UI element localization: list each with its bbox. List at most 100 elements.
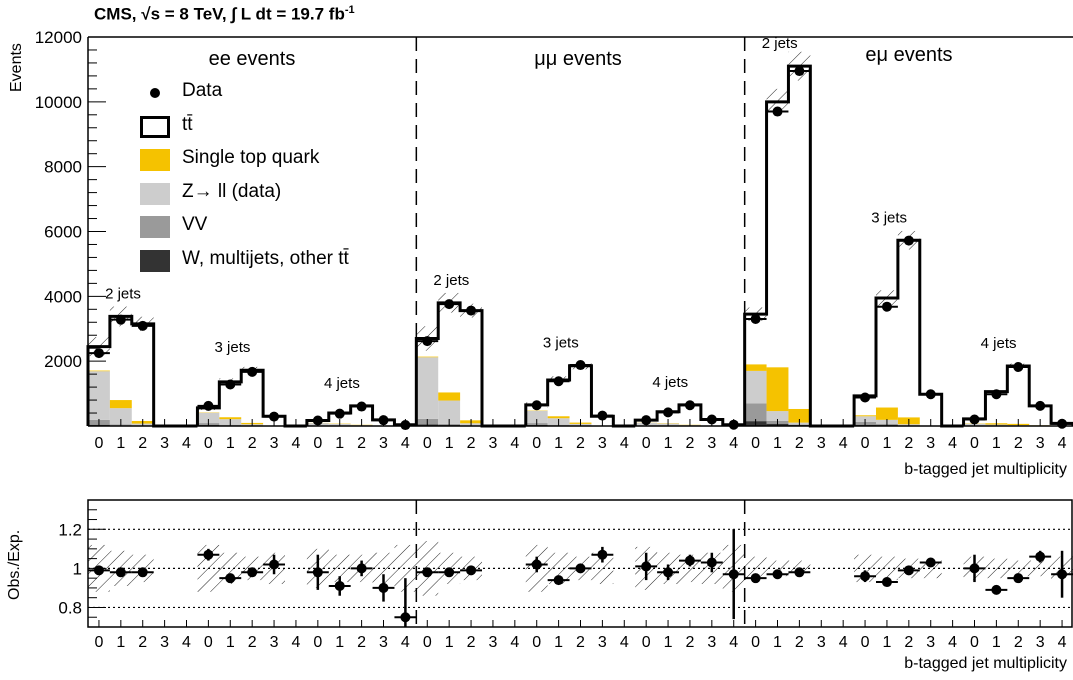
x-tick-label: 3: [926, 435, 935, 452]
main-panel: 2 jets 3 jets 4 jets 2 jets 3 jets 4 jets 2 je…: [35, 28, 1073, 452]
ttbar-total-outline: [962, 364, 1073, 426]
x-tick-label: 1: [116, 435, 125, 452]
ratio-point: [378, 582, 389, 593]
data-point: [553, 376, 564, 387]
ratio-x-tick-label: 1: [773, 634, 782, 651]
group-label: 3 jets: [215, 339, 251, 356]
ratio-x-tick-label: 2: [138, 634, 147, 651]
ratio-x-tick-label: 0: [970, 634, 979, 651]
ratio-x-tick-label: 3: [817, 634, 826, 651]
ratio-x-tick-label: 4: [1058, 634, 1067, 651]
ratio-x-tick-label: 2: [685, 634, 694, 651]
ratio-x-tick-label: 3: [926, 634, 935, 651]
stack-bar-single-top: [744, 364, 767, 371]
stack-bar-single-top: [416, 356, 439, 358]
x-tick-label: 2: [1014, 435, 1023, 452]
x-tick-label: 4: [1058, 435, 1067, 452]
data-point: [356, 401, 367, 412]
x-tick-label: 0: [94, 435, 103, 452]
ratio-x-tick-label: 1: [226, 634, 235, 651]
ratio-x-tick-label: 4: [510, 634, 519, 651]
ratio-x-tick-label: 2: [904, 634, 913, 651]
x-tick-label: 1: [664, 435, 673, 452]
zll-swatch: [140, 182, 170, 205]
data-point: [203, 400, 214, 411]
ratio-point: [422, 567, 433, 578]
x-tick-label: 4: [510, 435, 519, 452]
ratio-uncertainty-band: [876, 556, 898, 581]
data-point: [1013, 362, 1024, 373]
stack-bar-zll: [88, 371, 110, 420]
x-tick-label: 2: [795, 435, 804, 452]
x-tick-label: 2: [467, 435, 476, 452]
data-point: [750, 314, 761, 325]
main-y-axis-label: Events: [8, 43, 25, 92]
ratio-x-tick-label: 1: [335, 634, 344, 651]
data-point: [93, 348, 104, 359]
data-point: [860, 392, 871, 403]
ratio-point: [93, 565, 104, 576]
group-label: 2 jets: [105, 285, 141, 302]
stack-bar-single-top: [788, 408, 811, 423]
ratio-point: [356, 563, 367, 574]
ratio-point: [444, 567, 455, 578]
ratio-uncertainty-band: [744, 556, 767, 581]
ratio-point: [772, 569, 783, 580]
group-label: 2 jets: [433, 272, 469, 289]
group-label: 4 jets: [981, 335, 1017, 352]
data-point: [334, 408, 345, 419]
ratio-point: [400, 612, 411, 623]
x-tick-label: 2: [248, 435, 257, 452]
ratio-x-tick-label: 2: [467, 634, 476, 651]
x-tick-label: 1: [992, 435, 1001, 452]
ratio-point: [553, 575, 564, 586]
ratio-point: [903, 565, 914, 576]
ratio-x-tick-label: 0: [861, 634, 870, 651]
x-tick-label: 2: [357, 435, 366, 452]
ratio-point: [1013, 573, 1024, 584]
data-point: [991, 389, 1002, 400]
data-point: [684, 400, 695, 411]
data-point: [903, 235, 914, 246]
stack-bar-single-top: [766, 367, 789, 412]
ratio-x-tick-label: 2: [357, 634, 366, 651]
data-point: [247, 366, 258, 377]
ratio-point: [663, 567, 674, 578]
ratio-x-tick-label: 4: [401, 634, 410, 651]
group-label: 4 jets: [324, 375, 360, 392]
x-tick-label: 3: [270, 435, 279, 452]
channel-label-mumu: μμ events: [534, 48, 622, 70]
ratio-x-axis-label: b-tagged jet multiplicity: [904, 655, 1067, 672]
ratio-y-tick-label: 0.8: [58, 598, 82, 617]
ratio-panel: 0.811.20 1 2 3 4 0 1 2 3 4 0 1 2 3 4 0 1 2 3 4 0 1 2 3 4 0 1 2 3 4 0 1 2…: [58, 499, 1073, 651]
ratio-point: [1035, 551, 1046, 562]
stack-bar-single-top: [88, 370, 110, 372]
ratio-uncertainty-band: [985, 558, 1008, 579]
data-point: [925, 389, 936, 400]
ratio-point: [925, 557, 936, 568]
ratio-x-tick-label: 2: [795, 634, 804, 651]
ratio-x-tick-label: 4: [729, 634, 738, 651]
data-point: [422, 336, 433, 347]
stack-bar-single-top: [876, 407, 898, 420]
ratio-uncertainty-band: [766, 560, 789, 577]
ratio-x-tick-label: 1: [116, 634, 125, 651]
data-point: [794, 66, 805, 77]
data-point: [663, 407, 674, 418]
ratio-point: [728, 569, 739, 580]
stack-bar-single-top: [854, 415, 876, 417]
ratio-x-tick-label: 1: [992, 634, 1001, 651]
ratio-x-tick-label: 3: [598, 634, 607, 651]
single-top-swatch: [140, 149, 170, 171]
ratio-point: [684, 555, 695, 566]
group-label: 2 jets: [762, 35, 798, 52]
x-tick-label: 0: [751, 435, 760, 452]
ttbar-swatch: [140, 115, 170, 138]
data-point: [881, 301, 892, 312]
ratio-x-tick-label: 4: [948, 634, 957, 651]
x-tick-label: 1: [226, 435, 235, 452]
ratio-x-tick-label: 0: [532, 634, 541, 651]
ratio-x-tick-label: 3: [379, 634, 388, 651]
data-point: [575, 360, 586, 371]
